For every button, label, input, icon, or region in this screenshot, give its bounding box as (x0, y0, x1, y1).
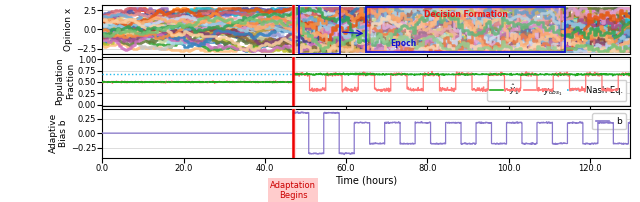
Legend: b: b (592, 113, 626, 129)
Bar (366, 7, 565, 52)
Bar (300, 5, 340, 54)
Text: Epoch: Epoch (390, 39, 416, 48)
Legend: $\hat{y}_1$, $y_{obs_1}$, Nash Eq.: $\hat{y}_1$, $y_{obs_1}$, Nash Eq. (488, 80, 626, 101)
Bar (292, 5, 294, 54)
Text: Decision Formation: Decision Formation (424, 10, 508, 19)
Bar (292, 57, 294, 106)
Bar (292, 109, 294, 158)
Y-axis label: Opinion x: Opinion x (64, 8, 73, 51)
X-axis label: Time (hours): Time (hours) (335, 176, 397, 186)
Bar (371, 8, 561, 51)
Y-axis label: Population
Fraction: Population Fraction (56, 58, 75, 105)
Text: Adaptation
Begins: Adaptation Begins (270, 181, 316, 200)
Y-axis label: Adaptive
Bias b: Adaptive Bias b (49, 113, 68, 153)
